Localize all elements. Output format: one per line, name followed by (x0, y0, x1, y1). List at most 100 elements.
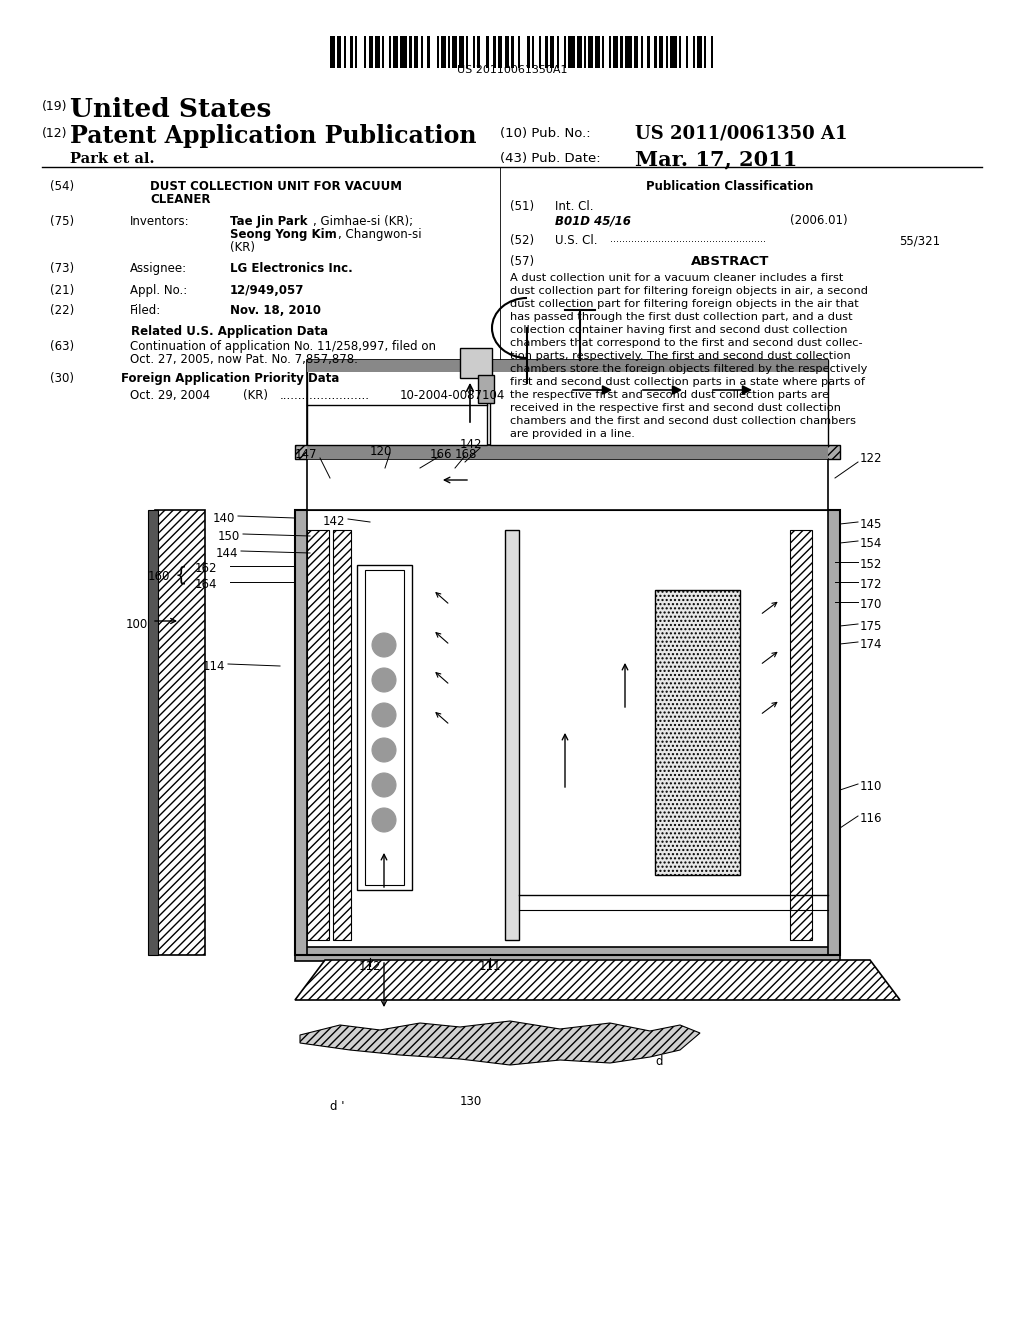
Text: 144: 144 (215, 546, 238, 560)
Bar (563, 36, 566, 69)
Text: 172: 172 (860, 578, 883, 591)
Bar (382, 36, 384, 69)
Text: 174: 174 (860, 638, 883, 651)
Circle shape (372, 738, 396, 762)
Text: 142: 142 (323, 515, 345, 528)
Circle shape (372, 774, 396, 797)
Text: (54): (54) (50, 180, 74, 193)
Text: CLEANER: CLEANER (150, 193, 211, 206)
Text: Publication Classification: Publication Classification (646, 180, 814, 193)
Text: DUST COLLECTION UNIT FOR VACUUM: DUST COLLECTION UNIT FOR VACUUM (150, 180, 402, 193)
Bar (613, 36, 617, 69)
Bar (466, 36, 468, 69)
Bar (295, 510, 840, 954)
Text: (2006.01): (2006.01) (790, 214, 848, 227)
Text: ABSTRACT: ABSTRACT (691, 255, 769, 268)
Text: Tae Jin Park: Tae Jin Park (230, 215, 307, 228)
Circle shape (372, 634, 396, 657)
Bar (344, 36, 346, 69)
Text: 162: 162 (195, 562, 217, 576)
Bar (505, 531, 519, 940)
Bar (307, 360, 828, 445)
Text: (KR): (KR) (243, 389, 268, 403)
Text: dust collection part for filtering foreign objects in the air that: dust collection part for filtering forei… (510, 300, 859, 309)
Bar (505, 36, 509, 69)
Text: tion parts, respectively. The first and second dust collection: tion parts, respectively. The first and … (510, 351, 851, 360)
Text: 116: 116 (860, 812, 883, 825)
Text: A dust collection unit for a vacuum cleaner includes a first: A dust collection unit for a vacuum clea… (510, 273, 844, 282)
Bar (421, 36, 423, 69)
Text: the respective first and second dust collection parts are: the respective first and second dust col… (510, 389, 829, 400)
Text: , Changwon-si: , Changwon-si (338, 228, 422, 242)
Bar (546, 36, 548, 69)
Bar (369, 36, 373, 69)
Text: Continuation of application No. 11/258,997, filed on: Continuation of application No. 11/258,9… (130, 341, 436, 352)
Bar (460, 348, 492, 378)
Bar (654, 36, 656, 69)
Text: received in the respective first and second dust collection: received in the respective first and sec… (510, 403, 841, 413)
Bar (693, 36, 695, 69)
Text: 112: 112 (358, 960, 381, 973)
Text: 152: 152 (860, 558, 883, 572)
Bar (589, 36, 593, 69)
Bar (679, 36, 681, 69)
Text: chambers that correspond to the first and second dust collec-: chambers that correspond to the first an… (510, 338, 862, 348)
Bar (155, 510, 205, 954)
Text: Foreign Application Priority Data: Foreign Application Priority Data (121, 372, 339, 385)
Bar (490, 360, 828, 445)
Bar (393, 36, 398, 69)
Text: US 20110061350A1: US 20110061350A1 (457, 65, 567, 75)
Text: U.S. Cl.: U.S. Cl. (555, 234, 597, 247)
Text: (52): (52) (510, 234, 535, 247)
Text: Patent Application Publication: Patent Application Publication (70, 124, 476, 148)
Text: 12/949,057: 12/949,057 (230, 284, 304, 297)
Text: (73): (73) (50, 261, 74, 275)
Text: 140: 140 (213, 512, 234, 525)
Text: 110: 110 (860, 780, 883, 793)
Text: 100: 100 (126, 618, 148, 631)
Text: Oct. 27, 2005, now Pat. No. 7,857,878.: Oct. 27, 2005, now Pat. No. 7,857,878. (130, 352, 357, 366)
Bar (427, 36, 430, 69)
Bar (578, 36, 582, 69)
Bar (307, 445, 828, 459)
Text: Seong Yong Kim: Seong Yong Kim (230, 228, 337, 242)
Bar (711, 36, 713, 69)
Bar (595, 36, 600, 69)
Bar (621, 36, 623, 69)
Bar (350, 36, 352, 69)
Text: (12): (12) (42, 127, 68, 140)
Bar (295, 445, 840, 459)
Bar (686, 36, 688, 69)
Text: 168: 168 (455, 447, 477, 461)
Bar (473, 36, 475, 69)
Bar (670, 36, 677, 69)
Text: 175: 175 (860, 620, 883, 634)
Bar (634, 36, 638, 69)
Bar (307, 360, 487, 445)
Bar (527, 36, 529, 69)
Text: LG Electronics Inc.: LG Electronics Inc. (230, 261, 352, 275)
Bar (307, 360, 828, 372)
Bar (602, 36, 604, 69)
Text: Nov. 18, 2010: Nov. 18, 2010 (230, 304, 321, 317)
Bar (357, 565, 412, 890)
Bar (557, 36, 559, 69)
Bar (307, 459, 828, 510)
Text: collection container having first and second dust collection: collection container having first and se… (510, 325, 848, 335)
Bar (478, 375, 494, 403)
Text: first and second dust collection parts in a state where parts of: first and second dust collection parts i… (510, 378, 865, 387)
Polygon shape (300, 1020, 700, 1065)
Text: {: { (175, 565, 187, 583)
Text: d ': d ' (330, 1100, 344, 1113)
Text: Assignee:: Assignee: (130, 261, 187, 275)
Bar (365, 570, 404, 884)
Text: (63): (63) (50, 341, 74, 352)
Bar (790, 531, 812, 940)
Text: , Gimhae-si (KR);: , Gimhae-si (KR); (313, 215, 413, 228)
Text: Oct. 29, 2004: Oct. 29, 2004 (130, 389, 210, 403)
Bar (330, 36, 335, 69)
Bar (414, 36, 419, 69)
Text: chambers and the first and second dust collection chambers: chambers and the first and second dust c… (510, 416, 856, 426)
Text: 160: 160 (147, 570, 170, 583)
Text: are provided in a line.: are provided in a line. (510, 429, 635, 440)
